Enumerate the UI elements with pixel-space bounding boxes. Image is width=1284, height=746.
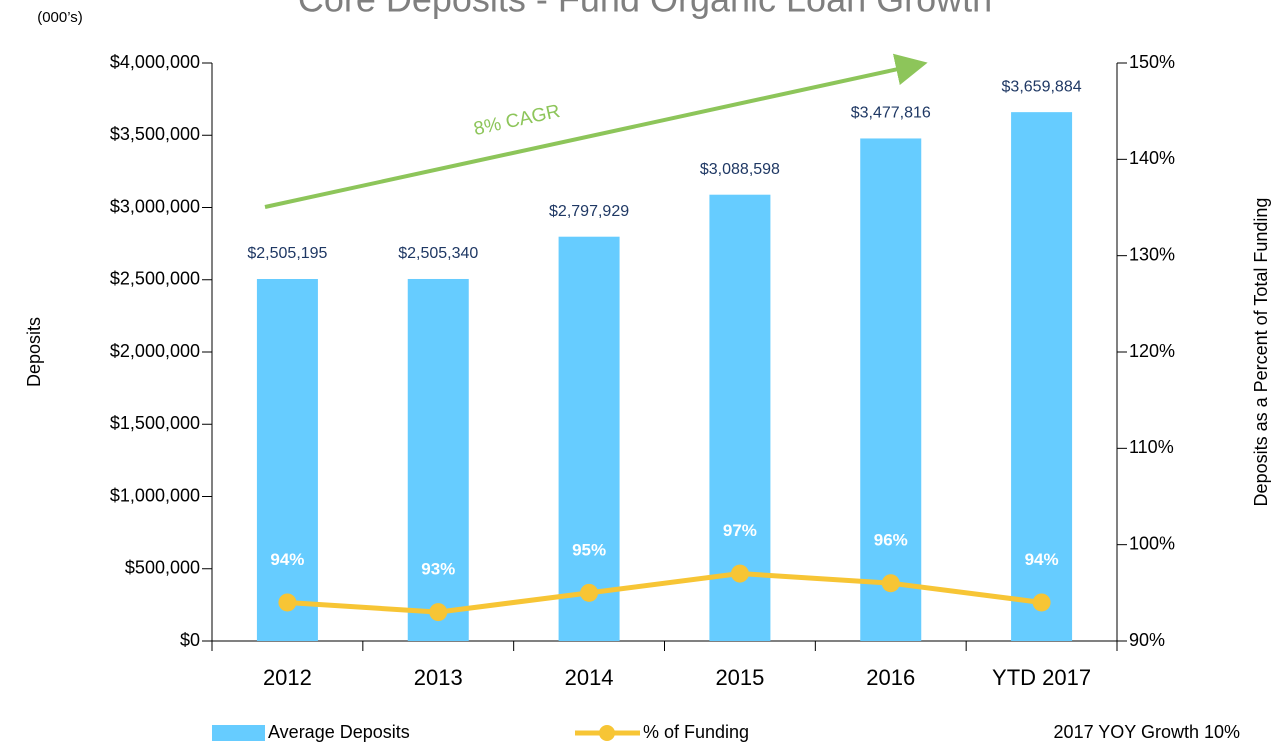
bar-value-label: $2,505,195: [247, 245, 327, 262]
y-tick-label: $1,000,000: [110, 485, 200, 505]
line-value-label: 95%: [572, 540, 606, 559]
y2-tick-label: 140%: [1129, 148, 1175, 168]
units-label: (000’s): [37, 9, 83, 26]
y-tick-label: $1,500,000: [110, 413, 200, 433]
x-tick-label: 2014: [565, 665, 614, 690]
y-tick-label: $500,000: [125, 558, 200, 578]
legend-marker: [599, 725, 615, 741]
x-tick-label: 2013: [414, 665, 463, 690]
bar-value-label: $3,088,598: [700, 161, 780, 178]
y2-tick-label: 110%: [1129, 437, 1174, 457]
footnote: 2017 YOY Growth 10%: [1054, 722, 1240, 742]
y-tick-label: $0: [180, 630, 200, 650]
line: [287, 571, 1042, 615]
line-point: [278, 593, 297, 612]
line-point: [730, 564, 749, 583]
line-point: [580, 583, 599, 602]
x-tick-label: 2012: [263, 665, 312, 690]
x-tick-label: YTD 2017: [992, 665, 1091, 690]
bar: [1011, 112, 1073, 642]
bar-value-label: $3,477,816: [851, 105, 931, 122]
y-tick-label: $3,500,000: [110, 124, 200, 144]
line-point: [429, 603, 448, 622]
y2-tick-label: 90%: [1129, 630, 1165, 650]
y2-tick-label: 100%: [1129, 533, 1175, 553]
bar: [407, 278, 469, 641]
bar: [558, 236, 620, 641]
y-tick-label: $2,000,000: [110, 341, 200, 361]
legend-label: % of Funding: [643, 722, 749, 742]
x-tick-label: 2015: [715, 665, 764, 690]
line-value-label: 97%: [723, 521, 757, 540]
bar-value-label: $2,505,340: [398, 245, 478, 262]
line-value-label: 94%: [1025, 550, 1059, 569]
line-value-label: 94%: [270, 550, 304, 569]
x-tick-label: 2016: [866, 665, 915, 690]
y2-tick-label: 150%: [1129, 52, 1175, 72]
y-tick-label: $3,000,000: [110, 196, 200, 216]
legend-swatch: [212, 725, 265, 741]
bar-value-label: $3,659,884: [1002, 78, 1082, 95]
y2-tick-label: 120%: [1129, 341, 1175, 361]
bar: [860, 138, 922, 642]
line-value-label: 96%: [874, 531, 908, 550]
line-point: [881, 574, 900, 593]
y-tick-label: $2,500,000: [110, 269, 200, 289]
y2-tick-label: 130%: [1129, 244, 1175, 264]
cagr-label: 8% CAGR: [472, 101, 562, 140]
chart-title: Core Deposits - Fund Organic Loan Growth: [298, 0, 992, 20]
y-tick-label: $4,000,000: [110, 52, 200, 72]
y-axis-label: Deposits: [24, 317, 44, 387]
line-point: [1032, 593, 1051, 612]
y2-axis-label: Deposits as a Percent of Total Funding: [1251, 198, 1271, 507]
bar: [256, 278, 318, 641]
legend-label: Average Deposits: [268, 722, 410, 742]
bar-value-label: $2,797,929: [549, 203, 629, 220]
line-value-label: 93%: [421, 560, 455, 579]
cagr-arrow: [264, 53, 928, 209]
